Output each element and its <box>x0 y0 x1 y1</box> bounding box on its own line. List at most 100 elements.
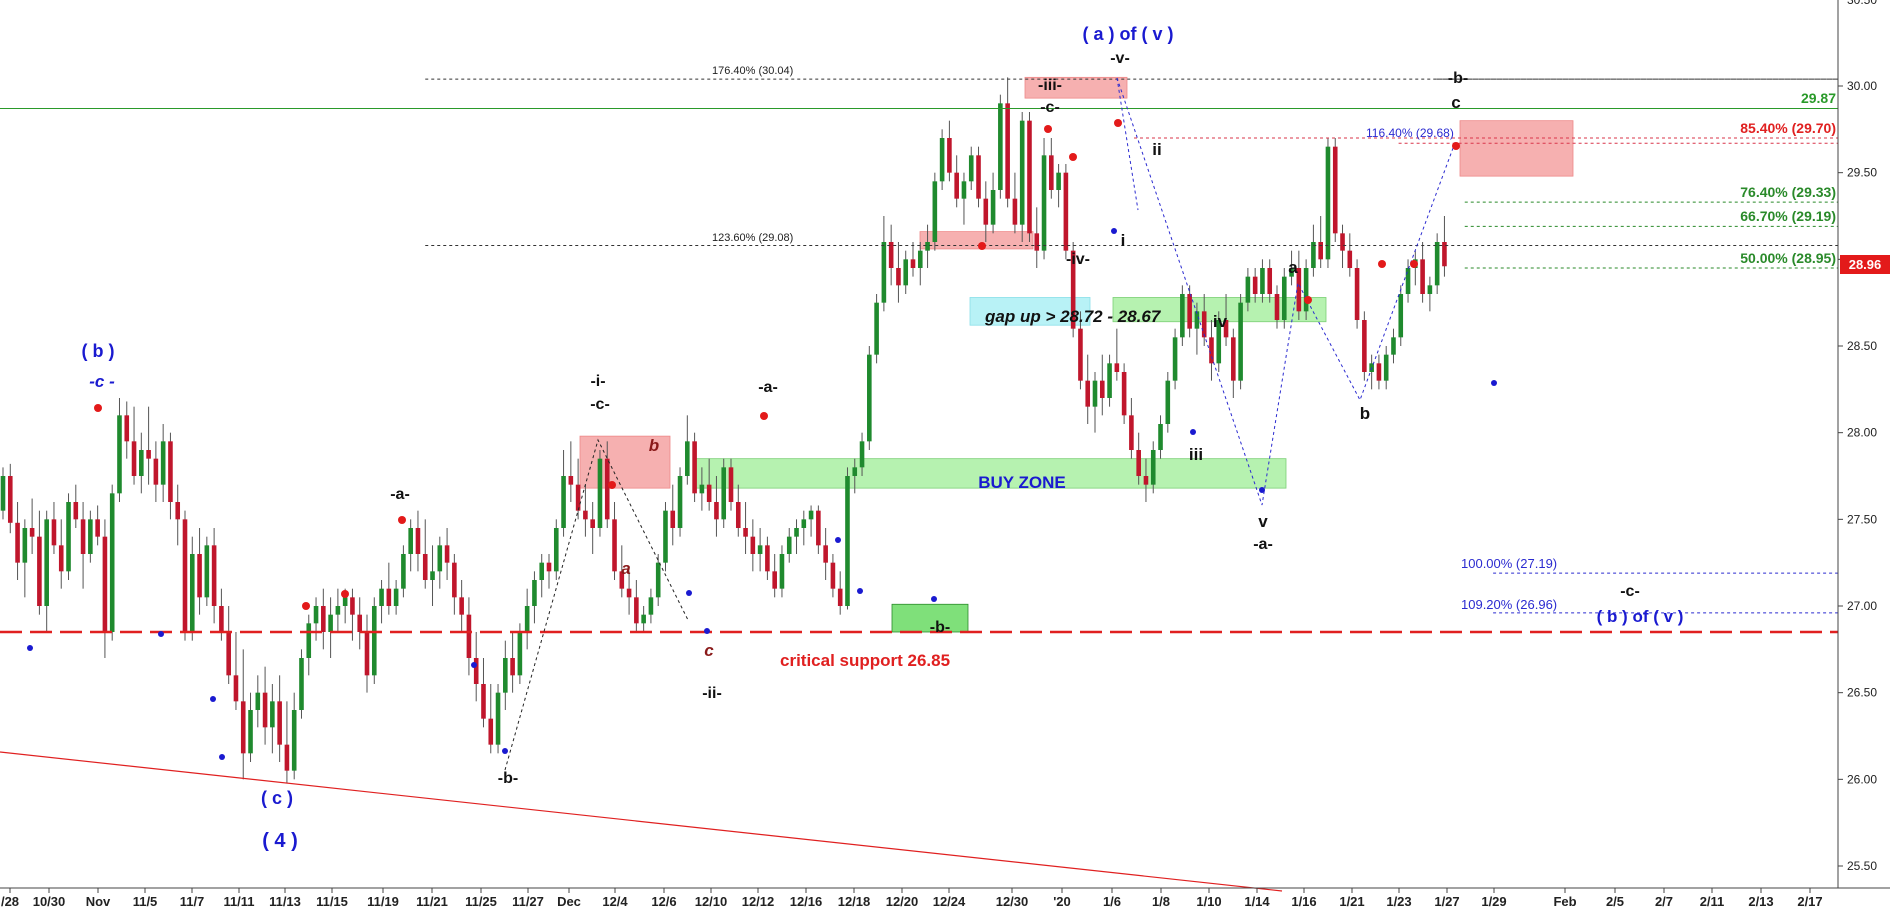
candle-body <box>1340 233 1345 251</box>
peak-marker <box>978 242 986 250</box>
candle <box>117 398 122 502</box>
x-tick-label: 1/23 <box>1386 894 1411 909</box>
candle <box>488 684 494 754</box>
candle-body <box>583 510 588 520</box>
candle-body <box>735 502 741 528</box>
y-tick-label: 30.50 <box>1847 0 1877 7</box>
x-tick-label: 2/17 <box>1797 894 1822 909</box>
candle-body <box>1376 363 1382 381</box>
wave-b-of-v: ( b ) of ( v ) <box>1597 607 1684 626</box>
candle <box>364 614 370 693</box>
candle-body <box>524 606 530 632</box>
candle <box>743 502 748 554</box>
candle-body <box>1260 268 1265 294</box>
candle-body <box>823 545 828 563</box>
y-tick-label: 26.50 <box>1847 686 1877 700</box>
wave-neg-a-2: -a- <box>758 379 778 396</box>
candle <box>291 692 297 780</box>
x-tick-label: 11/13 <box>269 894 301 909</box>
candle-body <box>277 701 282 745</box>
candle-body <box>619 571 625 589</box>
candle-body <box>350 597 355 615</box>
candle <box>539 554 545 598</box>
trough-marker <box>1259 487 1265 493</box>
trough-marker <box>1111 228 1117 234</box>
fib-66-label: 66.70% (29.19) <box>1740 208 1836 224</box>
candle-body <box>903 259 909 286</box>
candle-body <box>925 242 930 251</box>
candle <box>990 172 996 234</box>
wave-a-of-v: ( a ) of ( v ) <box>1083 24 1174 44</box>
candle <box>197 528 202 615</box>
fib-109-label: 109.20% (26.96) <box>1461 597 1557 612</box>
candle <box>262 666 268 745</box>
candle-body <box>1325 146 1331 260</box>
candle <box>1391 328 1396 364</box>
candle-body <box>794 528 799 537</box>
candle <box>175 484 181 546</box>
wave-4: ( 4 ) <box>262 830 298 852</box>
candle <box>757 528 763 572</box>
x-tick-label: 12/24 <box>933 894 966 909</box>
candle-body <box>634 597 639 624</box>
candle-body <box>575 484 581 511</box>
candle <box>299 649 304 719</box>
candle-body <box>1252 276 1258 294</box>
x-tick-label: 2/5 <box>1606 894 1624 909</box>
wave-neg-c-1: -c- <box>590 396 610 413</box>
candle-body <box>80 519 86 554</box>
candle <box>590 502 595 554</box>
candle <box>357 597 363 650</box>
candle <box>524 588 530 650</box>
candle <box>1187 285 1192 338</box>
candle-body <box>510 658 515 676</box>
y-tick-label: 27.50 <box>1847 512 1877 526</box>
candle-body <box>219 606 224 632</box>
candle-body <box>109 493 115 632</box>
x-tick-label: /28 <box>1 894 19 909</box>
fib-76-label: 76.40% (29.33) <box>1740 184 1836 200</box>
x-tick-label: 1/6 <box>1103 894 1121 909</box>
candle <box>779 545 785 598</box>
candle-body <box>1165 380 1171 424</box>
candle-body <box>932 181 938 242</box>
wave-small-b: b <box>1360 404 1370 423</box>
candle-body <box>1063 172 1069 251</box>
candle-body <box>430 571 435 580</box>
candle <box>546 554 552 589</box>
candle <box>1099 354 1105 416</box>
trough-marker <box>471 662 477 668</box>
wave-lower-b: b <box>649 436 659 455</box>
x-tick-label: 11/15 <box>316 894 348 909</box>
candle-body <box>168 441 173 502</box>
fib-100-label: 100.00% (27.19) <box>1461 556 1557 571</box>
candle <box>1049 138 1054 199</box>
candle <box>1238 294 1243 390</box>
candle-body <box>1107 363 1112 398</box>
candle <box>874 294 879 364</box>
y-tick-label: 28.50 <box>1847 339 1877 353</box>
candle <box>393 580 399 615</box>
wave-neg-b-2: -b- <box>930 619 950 636</box>
candle-body <box>685 441 690 476</box>
candle <box>1078 311 1083 390</box>
candle <box>44 510 49 632</box>
candle <box>284 701 290 783</box>
candle-body <box>342 597 348 606</box>
candle <box>786 528 792 563</box>
candle <box>670 484 676 546</box>
candle-body <box>976 155 981 199</box>
y-tick-label: 30.00 <box>1847 79 1877 93</box>
candle-body <box>15 522 20 563</box>
candle <box>852 458 858 494</box>
candle-body <box>466 614 472 658</box>
x-tick-label: 2/13 <box>1748 894 1773 909</box>
candle-body <box>233 675 239 702</box>
candle-body <box>1347 250 1353 268</box>
candle-body <box>335 606 341 615</box>
candle-body <box>321 606 326 632</box>
candle-body <box>0 476 6 511</box>
trend-line <box>0 751 1283 892</box>
candle <box>1070 242 1076 338</box>
